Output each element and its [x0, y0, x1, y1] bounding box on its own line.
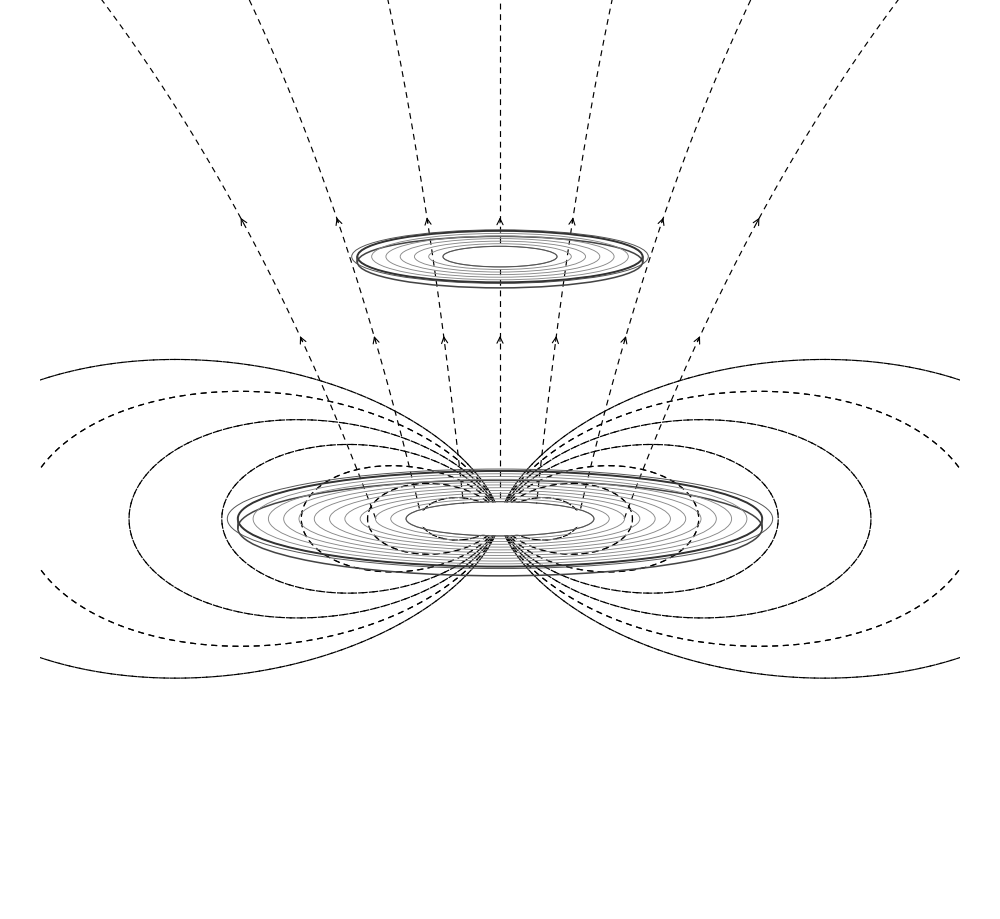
Ellipse shape [446, 247, 554, 267]
Ellipse shape [411, 503, 589, 536]
